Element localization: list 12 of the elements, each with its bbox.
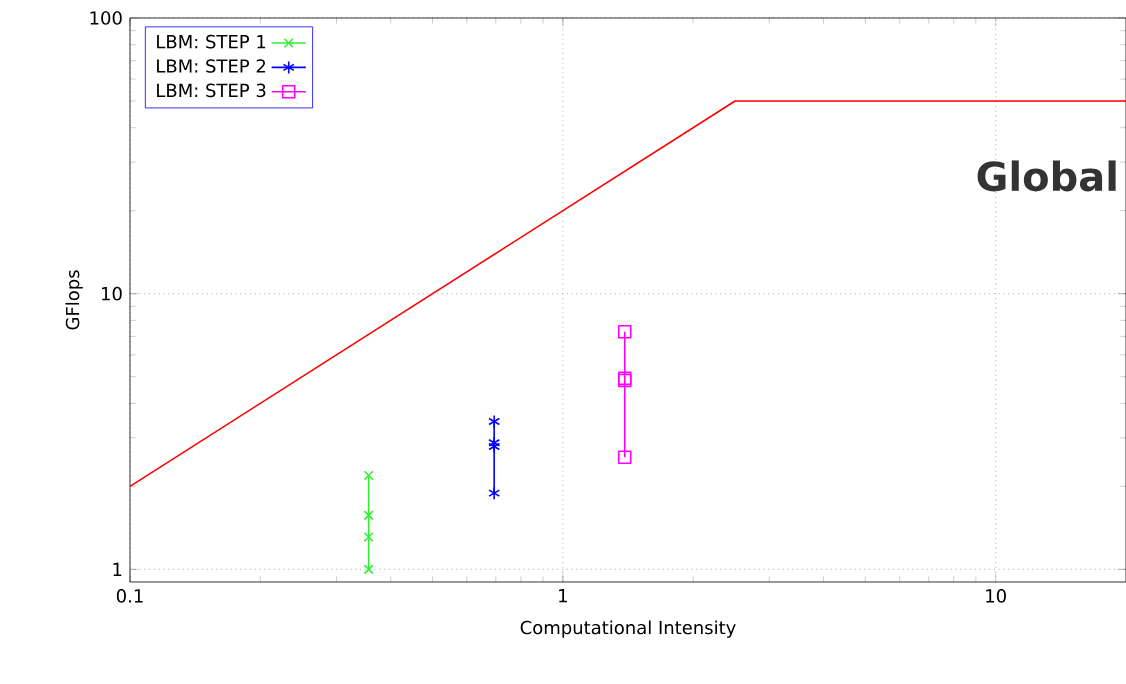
x-tick-label: 10 [986, 589, 1006, 603]
x-tick-label: 0.1 [116, 589, 143, 603]
y-tick-label: 100 [90, 11, 122, 25]
legend-label: LBM: STEP 2 [157, 59, 266, 73]
y-tick-label: 10 [102, 286, 122, 301]
x-tick-label: 1 [559, 589, 567, 603]
legend-label: LBM: STEP 1 [157, 34, 266, 49]
annotation: Global [977, 160, 1116, 192]
legend-label: LBM: STEP 3 [157, 83, 266, 98]
y-axis-title: GFlops [65, 270, 83, 330]
y-tick-label: 1 [113, 562, 122, 576]
x-axis-title: Computational Intensity [520, 620, 736, 638]
